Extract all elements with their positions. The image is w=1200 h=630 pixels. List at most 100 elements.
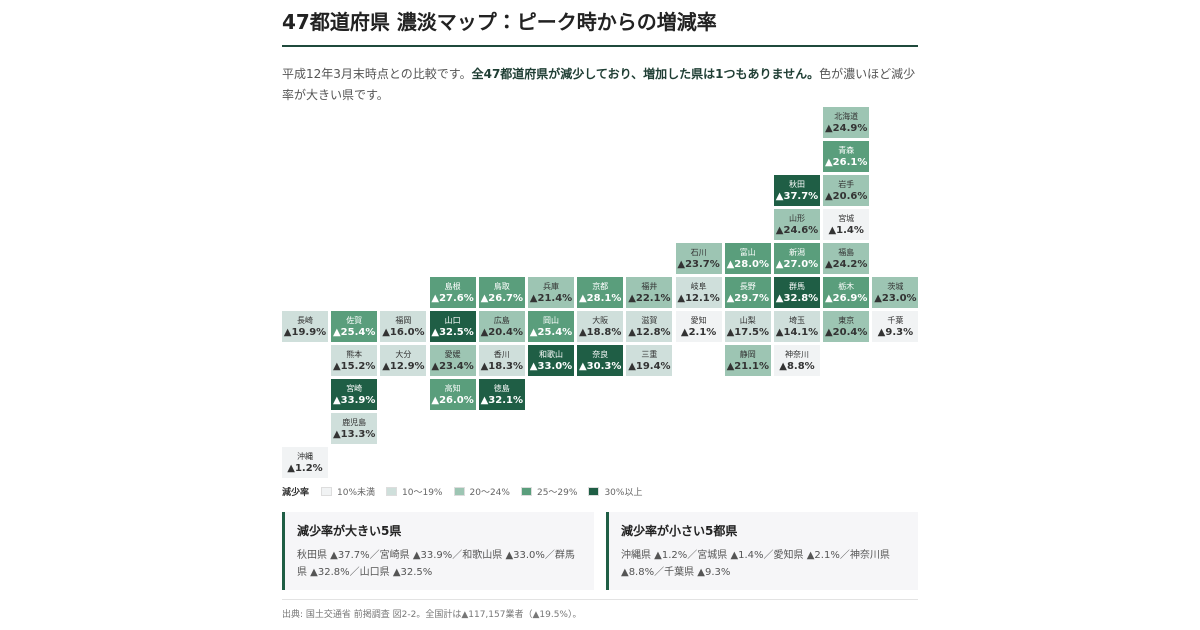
- tile-name: 青森: [838, 146, 855, 155]
- legend-item: 10〜19%: [386, 485, 443, 498]
- tile-value: ▲33.0%: [529, 361, 573, 372]
- tile-value: ▲1.4%: [828, 225, 864, 236]
- tile-value: ▲28.1%: [578, 293, 622, 304]
- tile: 茨城 ▲23.0%: [872, 277, 919, 308]
- tile-value: ▲18.3%: [480, 361, 523, 372]
- legend-swatch: [588, 487, 600, 496]
- tile: 神奈川 ▲8.8%: [774, 345, 820, 376]
- tile: 石川 ▲23.7%: [675, 243, 722, 274]
- tile: 青森 ▲26.1%: [823, 141, 870, 172]
- tile: 和歌山 ▲33.0%: [528, 345, 574, 376]
- tile-value: ▲26.1%: [824, 157, 868, 168]
- legend-swatch: [520, 487, 532, 496]
- summary-box: 減少率が大きい5県 秋田県 ▲37.7%／宮崎県 ▲33.9%／和歌山県 ▲33…: [282, 512, 594, 590]
- tile-value: ▲37.7%: [775, 191, 819, 202]
- source: 出典: 国土交通省 前掲調査 図2-2。全国計は▲117,157業者（▲19.5…: [282, 610, 582, 620]
- tile-value: ▲32.5%: [431, 327, 474, 338]
- tile-name: 宮崎: [346, 384, 363, 393]
- legend-item: 10%未満: [321, 485, 375, 498]
- tile-name: 福島: [838, 248, 855, 257]
- tile-value: ▲17.5%: [726, 327, 769, 338]
- tile-name: 千葉: [887, 316, 904, 325]
- tile-name: 福井: [641, 282, 658, 291]
- tile: 千葉 ▲9.3%: [872, 311, 919, 342]
- tile-value: ▲30.3%: [578, 361, 622, 372]
- title-rule: [282, 45, 918, 47]
- tile-value: ▲33.9%: [332, 395, 376, 406]
- tile-value: ▲12.8%: [628, 327, 671, 338]
- tile-value: ▲28.0%: [726, 259, 769, 270]
- tile-value: ▲32.1%: [480, 395, 523, 406]
- tile-name: 広島: [493, 316, 510, 325]
- tile-value: ▲26.0%: [431, 395, 474, 406]
- legend-item: 20〜24%: [453, 485, 510, 498]
- intro-text: 平成12年3月末時点との比較です。: [282, 67, 472, 81]
- tile-name: 岩手: [838, 180, 855, 189]
- tile-name: 三重: [641, 350, 658, 359]
- tile-name: 長野: [739, 282, 756, 291]
- tile-value: ▲26.7%: [480, 293, 523, 304]
- tile-name: 茨城: [887, 282, 904, 291]
- tile-value: ▲23.0%: [874, 293, 917, 304]
- box-title: 減少率が大きい5県: [297, 524, 402, 538]
- tile: 兵庫 ▲21.4%: [528, 277, 574, 308]
- box-title: 減少率が小さい5都県: [621, 524, 738, 538]
- tile: 徳島 ▲32.1%: [478, 379, 525, 410]
- tile-name: 大分: [395, 350, 412, 359]
- tile-value: ▲8.8%: [779, 361, 815, 372]
- tile: 大阪 ▲18.8%: [577, 311, 624, 342]
- tile-value: ▲1.2%: [287, 463, 323, 474]
- tile-name: 神奈川: [785, 350, 809, 359]
- tile-name: 佐賀: [346, 316, 363, 325]
- box-text: 沖縄県 ▲1.2%／宮城県 ▲1.4%／愛知県 ▲2.1%／神奈川県 ▲8.8%…: [621, 550, 890, 578]
- tile-name: 京都: [592, 282, 609, 291]
- intro: 平成12年3月末時点との比較です。全47都道府県が減少しており、増加した県は1つ…: [282, 64, 918, 106]
- tile-value: ▲23.4%: [431, 361, 474, 372]
- tile-value: ▲21.1%: [726, 361, 769, 372]
- legend-item: 25〜29%: [520, 485, 577, 498]
- tile: 島根 ▲27.6%: [429, 277, 476, 308]
- legend-swatch: [453, 487, 465, 496]
- tile: 沖縄 ▲1.2%: [282, 447, 328, 478]
- tile: 埼玉 ▲14.1%: [774, 311, 820, 342]
- tile-value: ▲19.4%: [628, 361, 671, 372]
- tile: 大分 ▲12.9%: [380, 345, 427, 376]
- tile-name: 栃木: [838, 282, 855, 291]
- tile: 長崎 ▲19.9%: [282, 311, 328, 342]
- tile-name: 愛知: [690, 316, 707, 325]
- tile-value: ▲9.3%: [877, 327, 914, 338]
- tile-value: ▲20.4%: [824, 327, 868, 338]
- tile: 山形 ▲24.6%: [774, 209, 820, 240]
- tile-name: 岡山: [543, 316, 559, 325]
- tile-value: ▲32.8%: [775, 293, 819, 304]
- tile-value: ▲22.1%: [628, 293, 671, 304]
- tile: 福岡 ▲16.0%: [380, 311, 427, 342]
- content: 47都道府県 濃淡マップ：ピーク時からの増減率 平成12年3月末時点との比較です…: [282, 0, 919, 630]
- tile-name: 大阪: [592, 316, 609, 325]
- tile-name: 宮城: [838, 214, 855, 223]
- tile-name: 富山: [739, 248, 756, 257]
- legend-swatch: [386, 487, 398, 496]
- tile-value: ▲14.1%: [775, 327, 819, 338]
- tile-value: ▲21.4%: [529, 293, 573, 304]
- tile-value: ▲27.6%: [431, 293, 474, 304]
- tile: 福島 ▲24.2%: [823, 243, 870, 274]
- tile: 滋賀 ▲12.8%: [626, 311, 673, 342]
- tile: 富山 ▲28.0%: [724, 243, 771, 274]
- tile-value: ▲13.3%: [332, 429, 376, 440]
- tile-name: 島根: [444, 282, 461, 291]
- tile-name: 群馬: [789, 282, 805, 291]
- tile: 山梨 ▲17.5%: [724, 311, 771, 342]
- title: 47都道府県 濃淡マップ：ピーク時からの増減率: [282, 10, 717, 34]
- tile: 香川 ▲18.3%: [478, 345, 525, 376]
- tile-value: ▲15.2%: [332, 361, 376, 372]
- tile-value: ▲12.1%: [677, 293, 720, 304]
- tile: 京都 ▲28.1%: [577, 277, 624, 308]
- tile-value: ▲25.4%: [332, 327, 376, 338]
- tile-value: ▲27.0%: [775, 259, 819, 270]
- tile-name: 高知: [444, 384, 461, 393]
- legend-label: 10%未満: [337, 488, 376, 498]
- tile-name: 香川: [493, 350, 510, 359]
- legend-label: 30%以上: [604, 488, 643, 498]
- box-text: 秋田県 ▲37.7%／宮崎県 ▲33.9%／和歌山県 ▲33.0%／群馬県 ▲3…: [297, 550, 575, 578]
